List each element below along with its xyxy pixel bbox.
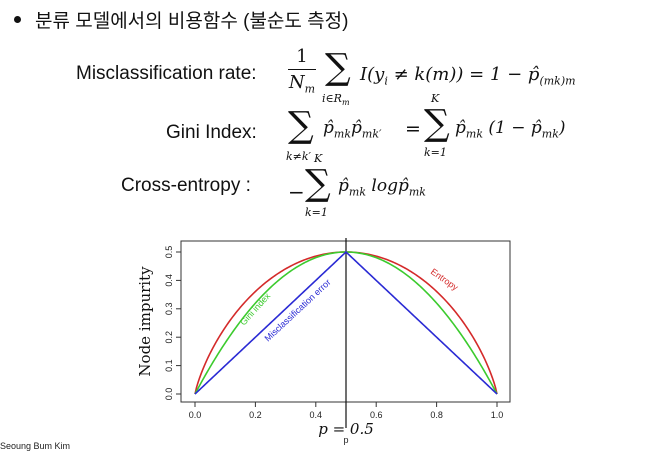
y-axis-label: Node impurity: [136, 266, 154, 377]
y-tick-label: 0.5: [164, 246, 174, 259]
y-tick-label: 0.4: [164, 274, 174, 287]
series-misclass: [194, 250, 498, 395]
sum-symbol: ∑: [288, 105, 314, 146]
y-tick-label: 0.1: [164, 359, 174, 372]
gini-right-terms: p̂mk (1 − p̂mk): [455, 118, 566, 141]
cross-entropy-label: Cross-entropy :: [121, 175, 251, 196]
x-tick-label: 1.0: [491, 410, 504, 420]
y-tick-label: 0.0: [164, 388, 174, 401]
misclassification-body: I(yi ≠ k(m)) = 1 − p̂(mk)m: [360, 64, 576, 88]
p-annotation: p = 0.5: [318, 420, 374, 438]
sum-symbol: ∑: [305, 163, 331, 204]
x-tick-label: 0.2: [249, 410, 262, 420]
cross-entropy-terms: p̂mk logp̂mk: [338, 176, 426, 199]
y-tick-label: 0.3: [164, 303, 174, 316]
gini-left-terms: p̂mkp̂mk′: [323, 118, 382, 141]
x-axis-label: p: [343, 435, 348, 445]
misclassification-label: Misclassification error: [263, 277, 333, 343]
x-tick-label: 0.6: [370, 410, 383, 420]
sum-superscript: K: [314, 152, 323, 165]
sum-subscript: i∈Rm: [322, 92, 350, 108]
misclassification-label: Misclassification rate:: [76, 63, 257, 84]
sum-symbol: ∑: [325, 47, 351, 88]
slide-heading: 분류 모델에서의 비용함수 (불순도 측정): [14, 6, 348, 33]
bullet-icon: [14, 16, 21, 23]
heading-text: 분류 모델에서의 비용함수 (불순도 측정): [35, 11, 349, 32]
sum-superscript: K: [431, 92, 440, 105]
y-tick-label: 0.2: [164, 331, 174, 344]
sum-subscript: k=1: [305, 206, 328, 219]
sum-symbol: ∑: [424, 103, 450, 144]
misclassification-fraction: 1 Nm: [288, 46, 316, 96]
equals-sign: =: [405, 118, 421, 140]
x-tick-label: 0.0: [189, 410, 202, 420]
gini-label: Gini Index:: [166, 122, 257, 143]
x-tick-label: 0.4: [310, 410, 323, 420]
minus-sign: −: [288, 180, 305, 204]
gini-label: Gini index: [238, 291, 273, 328]
footer-author: Seoung Bum Kim: [0, 441, 71, 451]
sum-subscript: k=1: [424, 146, 447, 159]
x-tick-label: 0.8: [430, 410, 443, 420]
sum-subscript: k≠k′: [286, 150, 312, 163]
